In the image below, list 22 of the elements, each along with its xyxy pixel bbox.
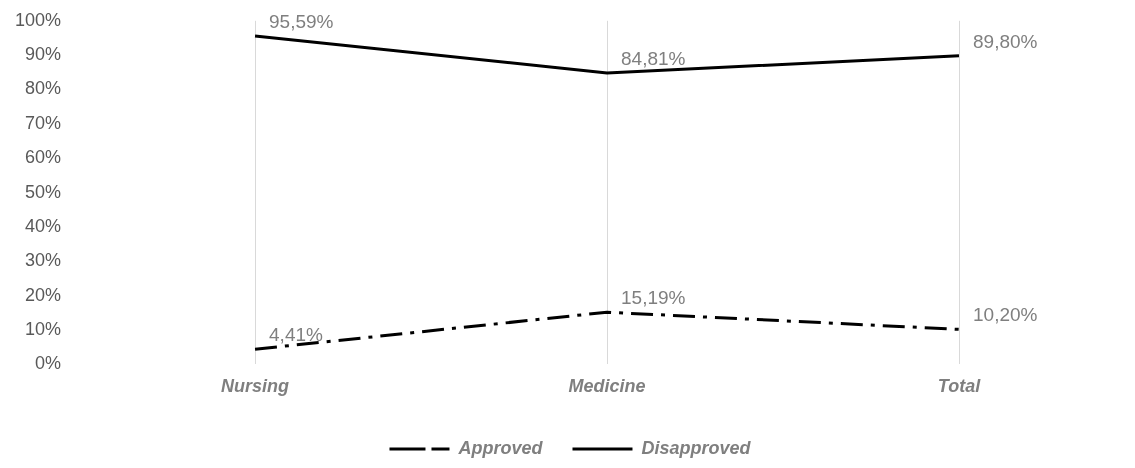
data-label: 10,20%	[973, 304, 1038, 326]
data-label: 95,59%	[269, 10, 334, 32]
x-tick-label: Total	[937, 376, 982, 397]
x-tick-label: Medicine	[568, 376, 646, 397]
data-label: 15,19%	[621, 286, 686, 308]
data-label: 84,81%	[621, 47, 686, 69]
x-tick-label: Nursing	[221, 376, 290, 397]
legend-label: Disapproved	[641, 437, 752, 458]
y-tick-label: 60%	[25, 147, 62, 168]
legend-label: Approved	[457, 437, 544, 458]
y-tick-label: 90%	[25, 44, 62, 65]
y-tick-label: 40%	[25, 215, 62, 236]
y-tick-label: 100%	[14, 9, 62, 30]
data-label: 4,41%	[269, 323, 324, 345]
y-tick-label: 30%	[25, 250, 62, 271]
data-label: 89,80%	[973, 30, 1038, 52]
y-tick-label: 70%	[25, 112, 62, 133]
y-tick-label: 20%	[25, 284, 62, 305]
y-tick-label: 0%	[35, 353, 62, 374]
y-tick-label: 10%	[25, 319, 62, 340]
y-tick-label: 80%	[25, 78, 62, 99]
y-tick-label: 50%	[25, 181, 62, 202]
